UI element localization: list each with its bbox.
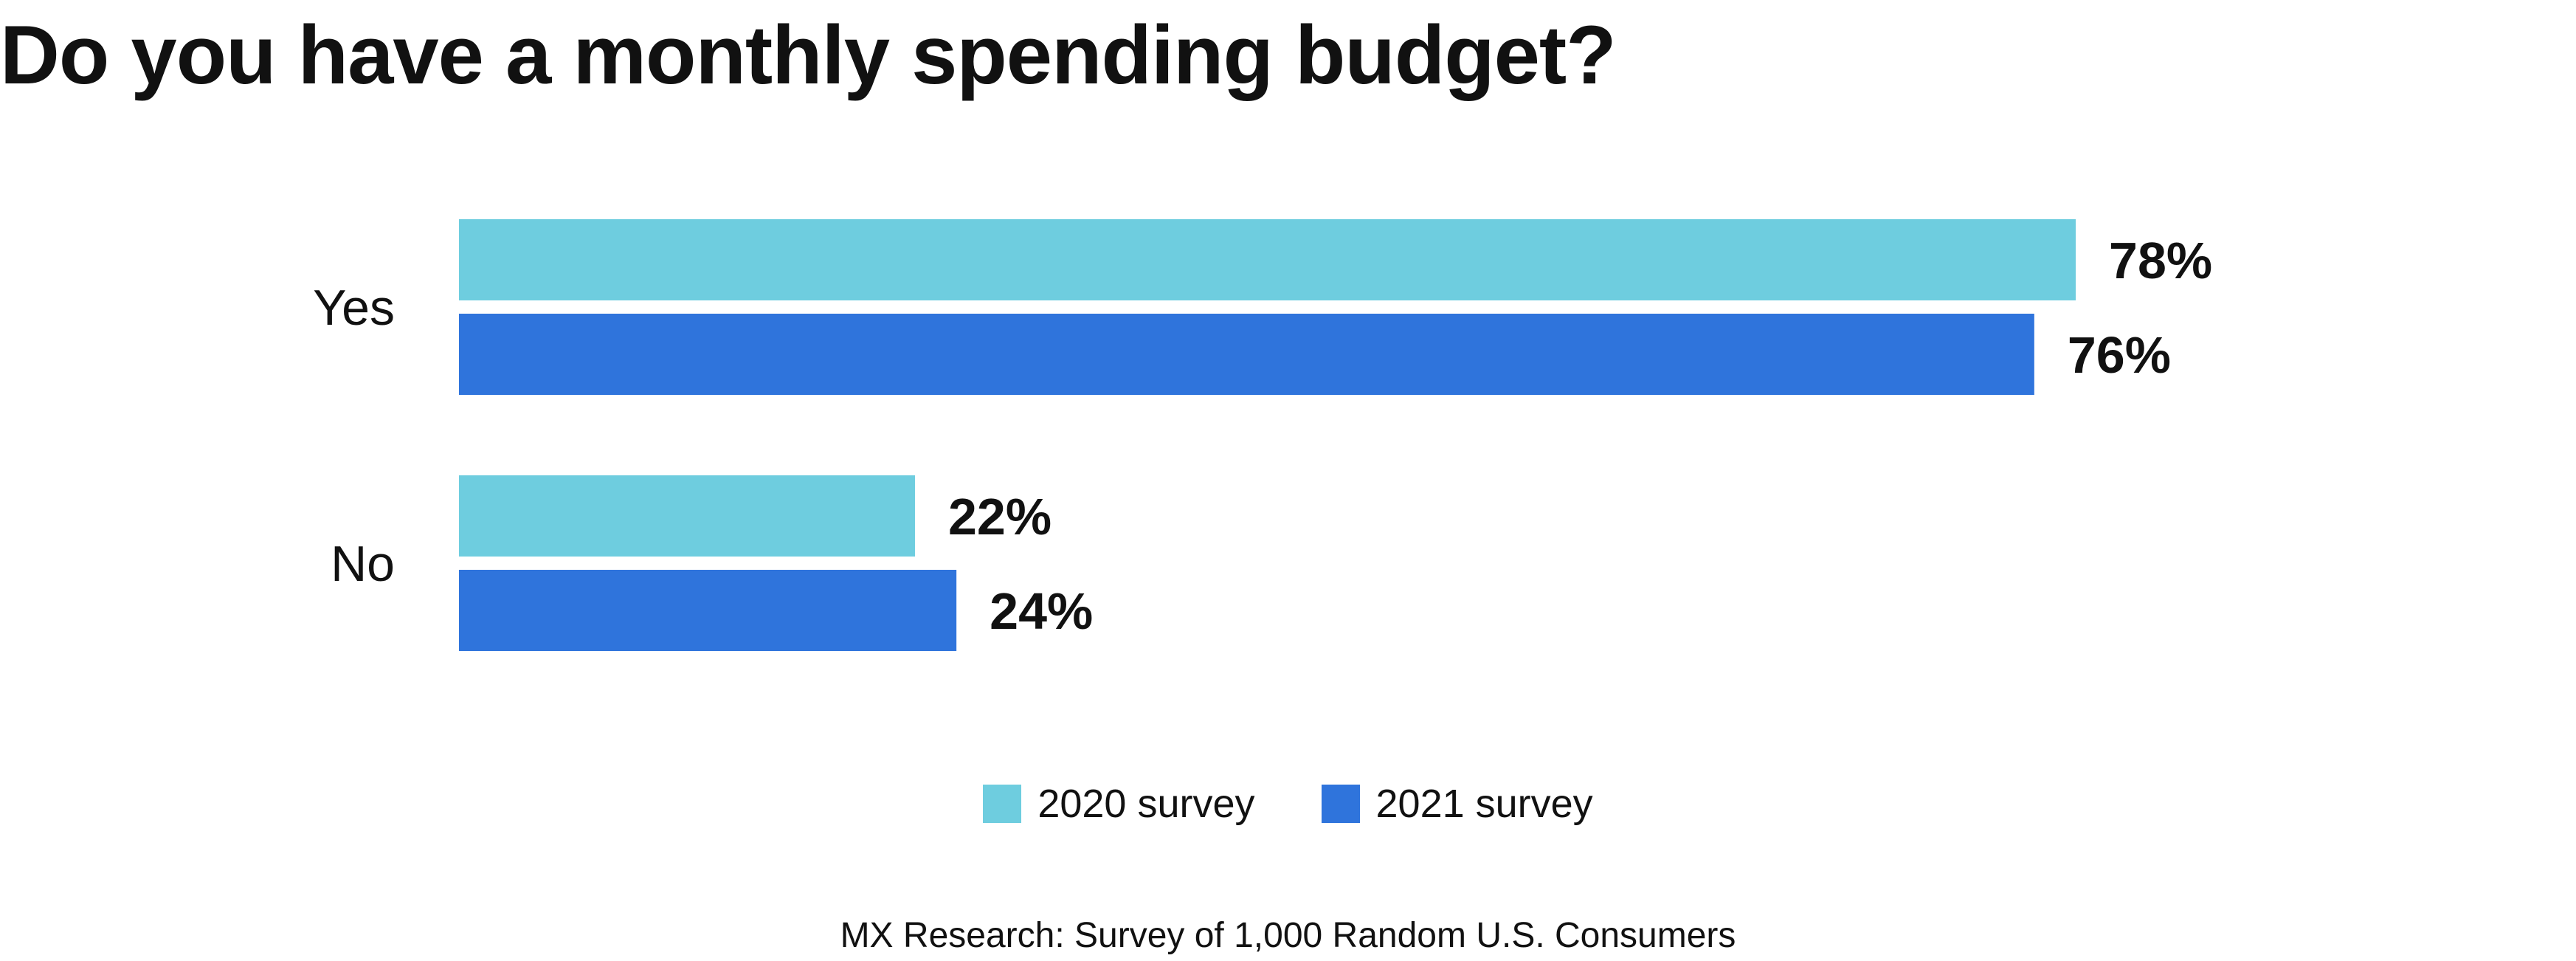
legend-item-2021: 2021 survey <box>1321 781 1593 827</box>
legend-swatch-2020 <box>983 785 1022 823</box>
bar-chart: Yes 78% 76% No 22% 24% <box>313 219 2212 651</box>
value-label-no-2021: 24% <box>990 582 1093 640</box>
bar-no-2020 <box>459 475 915 557</box>
chart-title: Do you have a monthly spending budget? <box>0 9 1617 101</box>
value-label-yes-2021: 76% <box>2068 326 2171 384</box>
value-label-no-2020: 22% <box>948 488 1052 545</box>
bar-no-2021 <box>459 570 957 651</box>
bar-yes-2020 <box>459 219 2076 300</box>
legend-label-2020: 2020 survey <box>1037 782 1255 826</box>
source-note: MX Research: Survey of 1,000 Random U.S.… <box>840 916 1736 955</box>
value-label-yes-2020: 78% <box>2109 232 2212 289</box>
legend-label-2021: 2021 survey <box>1375 782 1593 826</box>
category-label-no: No <box>331 536 395 592</box>
legend: 2020 survey 2021 survey <box>0 781 2576 827</box>
legend-swatch-2021 <box>1321 785 1360 823</box>
category-label-yes: Yes <box>313 280 395 336</box>
legend-item-2020: 2020 survey <box>983 781 1255 827</box>
bar-yes-2021 <box>459 314 2034 395</box>
